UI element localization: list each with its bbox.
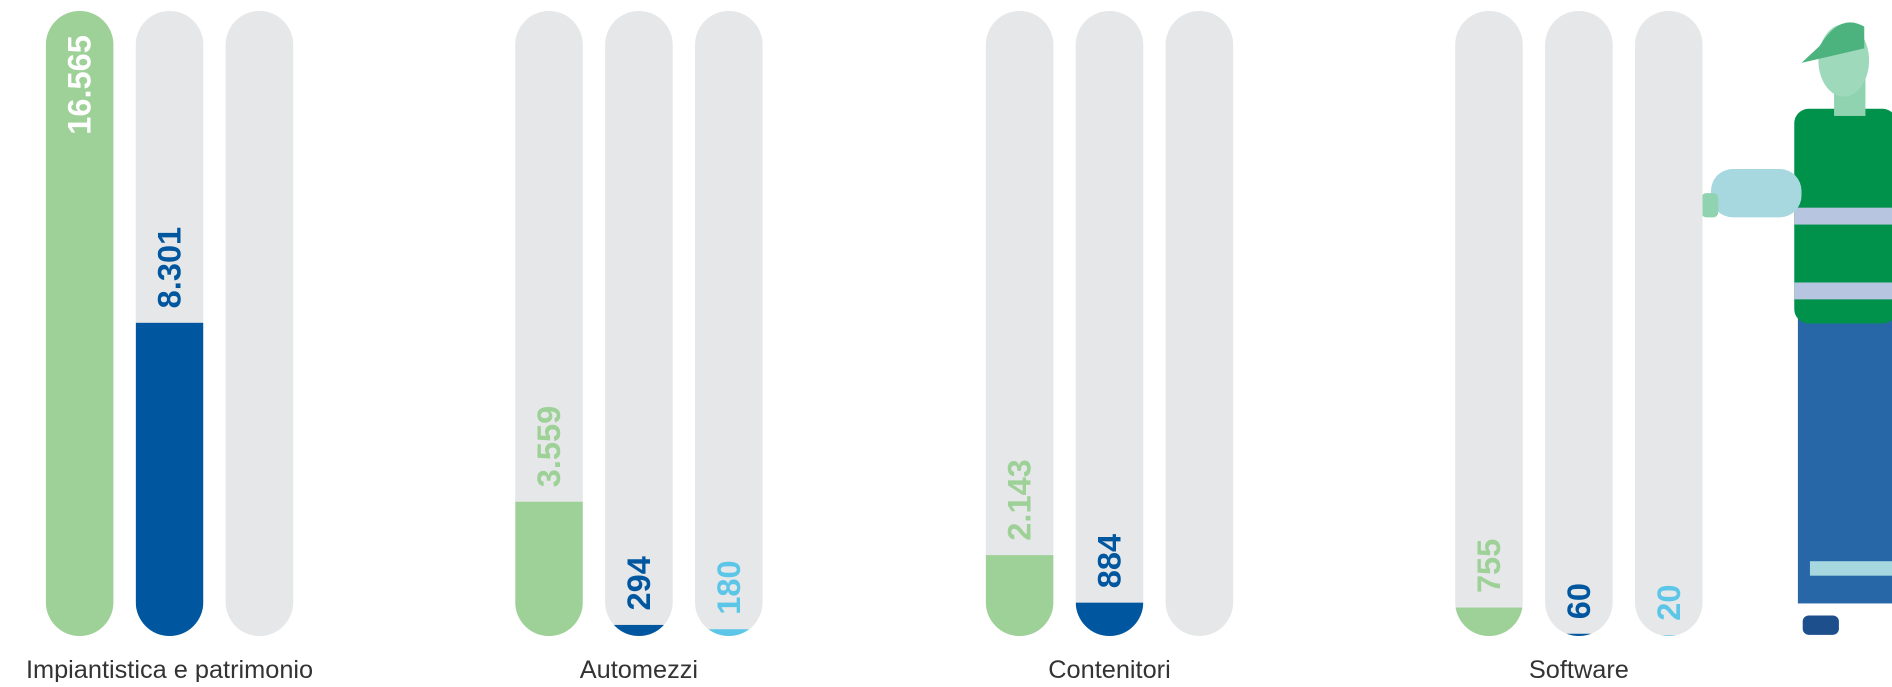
value-label: 2.143 [1002, 459, 1038, 540]
category-label: Impiantistica e patrimonio [26, 656, 313, 682]
bar [1634, 635, 1703, 637]
value-label: 8.301 [152, 227, 188, 309]
bar-track [1545, 10, 1613, 637]
bar [515, 501, 583, 637]
value-label: 3.559 [531, 406, 567, 488]
bar-track [1455, 10, 1523, 637]
bar [605, 624, 673, 637]
bar [695, 629, 763, 637]
bar-track [1075, 10, 1144, 637]
bar-track [225, 10, 294, 637]
bar-track [985, 10, 1054, 637]
category-label: Automezzi [580, 656, 698, 682]
bar-track [515, 10, 583, 637]
bar [135, 322, 204, 637]
value-label: 16.565 [62, 35, 98, 135]
bar [1075, 602, 1144, 637]
category-label: Software [1529, 656, 1629, 682]
value-label: 180 [711, 560, 747, 614]
worker-illustration [1701, 22, 1892, 635]
bar [985, 555, 1054, 637]
bar-track [605, 10, 673, 637]
bar [1455, 607, 1523, 637]
category-label: Contenitori [1048, 656, 1171, 682]
value-label: 884 [1091, 534, 1127, 588]
bar-track [1634, 10, 1703, 637]
value-label: 20 [1651, 585, 1687, 621]
bar [45, 10, 114, 637]
bar-track [1165, 10, 1234, 637]
value-label: 60 [1561, 583, 1597, 619]
bar-track [695, 10, 763, 637]
value-label: 755 [1471, 539, 1507, 593]
bar [1545, 633, 1613, 637]
value-label: 294 [621, 556, 657, 610]
